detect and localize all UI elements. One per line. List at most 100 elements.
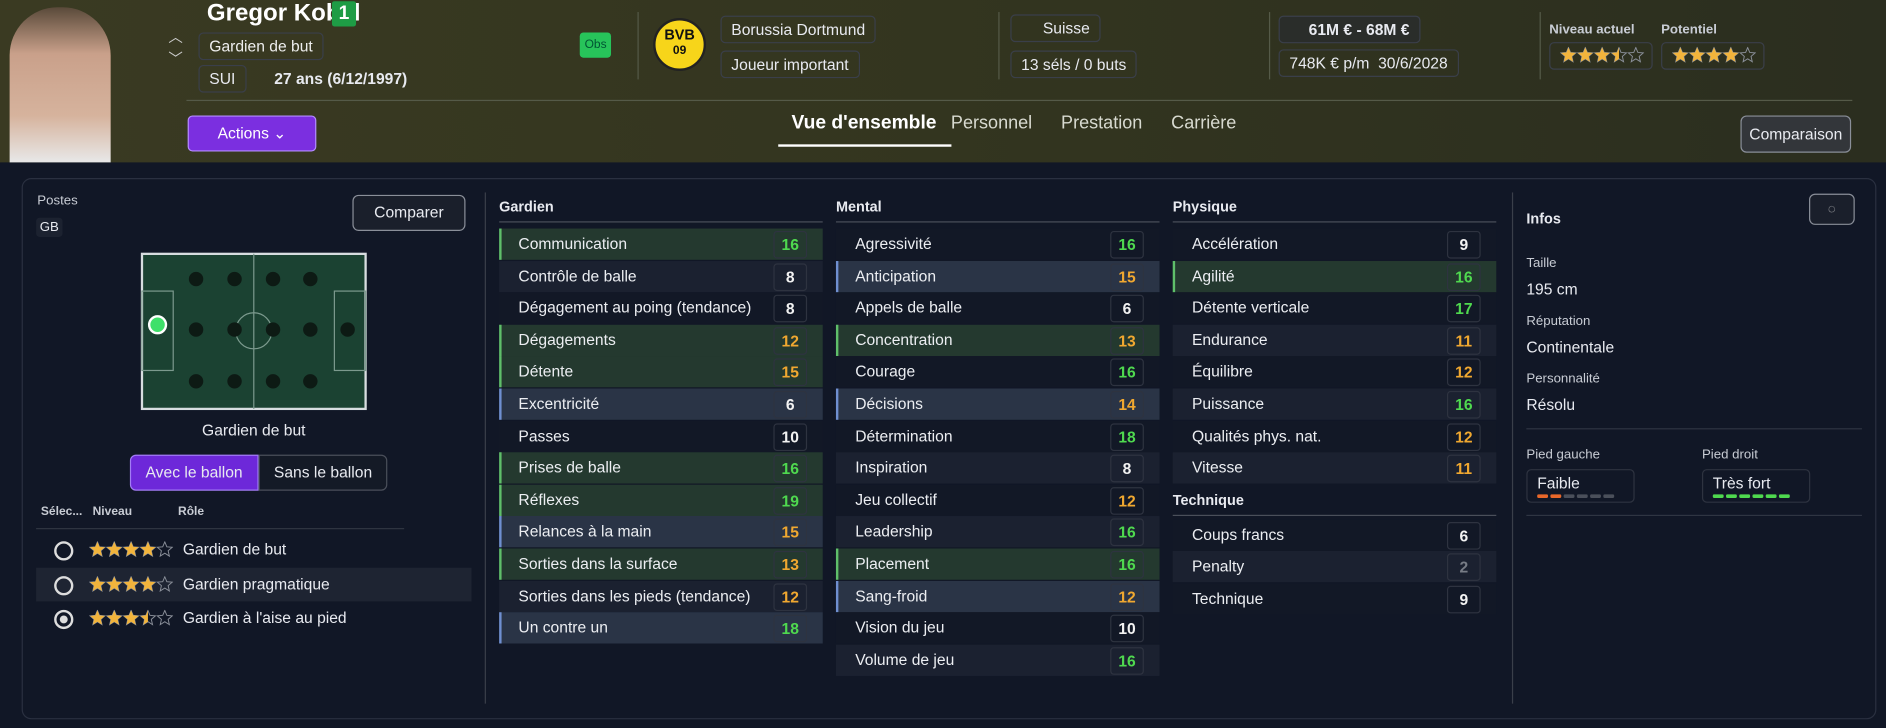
- tab[interactable]: Vue d'ensemble: [778, 108, 951, 147]
- attribute-name: Réflexes: [518, 490, 580, 509]
- role-row[interactable]: Gardien à l'aise au pied: [36, 601, 471, 635]
- attribute-value: 16: [1110, 230, 1144, 259]
- attribute-value: 12: [773, 582, 808, 611]
- stars: [88, 609, 174, 626]
- toggle-option[interactable]: Avec le ballon: [129, 454, 259, 491]
- foot-box: Faible: [1526, 469, 1635, 503]
- attribute-value: 13: [1110, 326, 1144, 355]
- content-panel: [21, 178, 1877, 720]
- group-title: Gardien: [499, 198, 554, 216]
- selected-position: [147, 315, 168, 335]
- attribute-row: Sang-froid 12: [835, 580, 1160, 612]
- attribute-row: Coups francs 6: [1172, 519, 1497, 551]
- info-value: 195 cm: [1526, 280, 1578, 299]
- attribute-value: 16: [1446, 390, 1481, 419]
- info-toggle[interactable]: ◌: [1809, 193, 1855, 225]
- level-segment: [1739, 494, 1751, 498]
- attribute-row: Passes 10: [499, 420, 823, 452]
- info-label: Taille: [1526, 256, 1557, 271]
- attribute-row: Inspiration 8: [835, 452, 1160, 484]
- attribute-row: Communication 16: [499, 228, 823, 260]
- radio[interactable]: [54, 541, 74, 561]
- role-name: Gardien de but: [182, 540, 287, 559]
- scout-badge[interactable]: Obs: [579, 32, 612, 58]
- compare-button[interactable]: Comparer: [352, 194, 466, 231]
- attribute-name: Courage: [855, 362, 916, 381]
- attribute-value: 8: [1110, 454, 1144, 483]
- stars: [1559, 46, 1645, 63]
- current-ability-label: Niveau actuel: [1549, 22, 1635, 38]
- squad-status: Joueur important: [720, 50, 860, 79]
- attribute-row: Penalty 2: [1172, 551, 1497, 583]
- level-segment: [1590, 494, 1601, 498]
- player-photo: [9, 7, 111, 163]
- level-segment: [1550, 494, 1562, 498]
- info-value: Résolu: [1526, 395, 1576, 414]
- nationality: Suisse: [1010, 14, 1101, 43]
- role-row[interactable]: Gardien de but: [36, 533, 471, 567]
- attribute-name: Technique: [1191, 589, 1264, 608]
- attribute-name: Passes: [518, 426, 570, 445]
- foot-value: Très fort: [1712, 473, 1771, 492]
- attribute-value: 6: [773, 390, 808, 419]
- prev-player[interactable]: ︿: [168, 28, 183, 46]
- wage: 748K € p/m: [1289, 54, 1370, 73]
- caps: 13 séls / 0 buts: [1010, 50, 1138, 79]
- attribute-name: Penalty: [1191, 557, 1245, 576]
- attribute-name: Équilibre: [1191, 362, 1253, 381]
- foot-level: [1537, 494, 1615, 498]
- attribute-row: Un contre un 18: [499, 612, 823, 644]
- toggle-option[interactable]: Sans le ballon: [258, 454, 388, 491]
- attribute-value: 2: [1446, 553, 1481, 582]
- next-player[interactable]: ﹀: [168, 50, 183, 68]
- attribute-row: Détermination 18: [835, 420, 1160, 452]
- attribute-name: Sorties dans les pieds (tendance): [518, 586, 751, 605]
- logo-bottom: 09: [672, 44, 687, 58]
- attribute-value: 16: [773, 454, 808, 483]
- group-underline: [1172, 221, 1497, 223]
- logo-top: BVB: [664, 26, 695, 44]
- attribute-name: Prises de balle: [518, 458, 621, 477]
- info-label: Réputation: [1526, 313, 1591, 329]
- attribute-value: 14: [1110, 390, 1144, 419]
- separator: [186, 99, 1853, 102]
- attribute-name: Relances à la main: [518, 522, 652, 541]
- tab[interactable]: Carrière: [1171, 113, 1237, 134]
- attribute-name: Un contre un: [518, 618, 608, 637]
- attribute-row: Vitesse 11: [1172, 452, 1497, 484]
- attribute-name: Décisions: [855, 394, 923, 413]
- attribute-value: 16: [1110, 646, 1144, 675]
- separator: [36, 528, 405, 530]
- attribute-name: Excentricité: [518, 394, 600, 413]
- attribute-row: Vision du jeu 10: [835, 612, 1160, 644]
- attribute-row: Courage 16: [835, 356, 1160, 388]
- actions-button[interactable]: Actions ⌄: [187, 115, 317, 152]
- divider: [998, 12, 1000, 80]
- radio[interactable]: [54, 575, 74, 595]
- divider: [1268, 12, 1271, 80]
- group-title: Mental: [835, 198, 882, 216]
- attribute-row: Technique 9: [1172, 583, 1497, 615]
- divider: [637, 12, 639, 80]
- attribute-row: Volume de jeu 16: [835, 644, 1160, 676]
- club[interactable]: Borussia Dortmund: [720, 15, 876, 44]
- attribute-name: Détermination: [855, 426, 953, 445]
- attribute-value: 11: [1446, 326, 1481, 355]
- level-segment: [1537, 494, 1549, 498]
- ball-toggle: Avec le ballon Sans le ballon: [129, 454, 388, 491]
- group-title: Physique: [1172, 198, 1237, 216]
- attribute-row: Appels de balle 6: [835, 292, 1160, 324]
- radio[interactable]: [54, 609, 74, 630]
- role-name: Gardien pragmatique: [182, 574, 330, 593]
- role-row[interactable]: Gardien pragmatique: [36, 567, 472, 601]
- attribute-row: Prises de balle 16: [499, 452, 823, 484]
- tab[interactable]: Personnel: [950, 113, 1033, 134]
- tab[interactable]: Prestation: [1061, 113, 1143, 134]
- comparison-button[interactable]: Comparaison: [1740, 115, 1852, 153]
- attribute-value: 12: [1446, 422, 1481, 451]
- role-stars: [88, 574, 174, 599]
- info-value: Continentale: [1526, 337, 1615, 357]
- attribute-name: Agressivité: [855, 234, 932, 253]
- attribute-row: Endurance 11: [1172, 324, 1497, 356]
- attribute-row: Contrôle de balle 8: [499, 260, 823, 292]
